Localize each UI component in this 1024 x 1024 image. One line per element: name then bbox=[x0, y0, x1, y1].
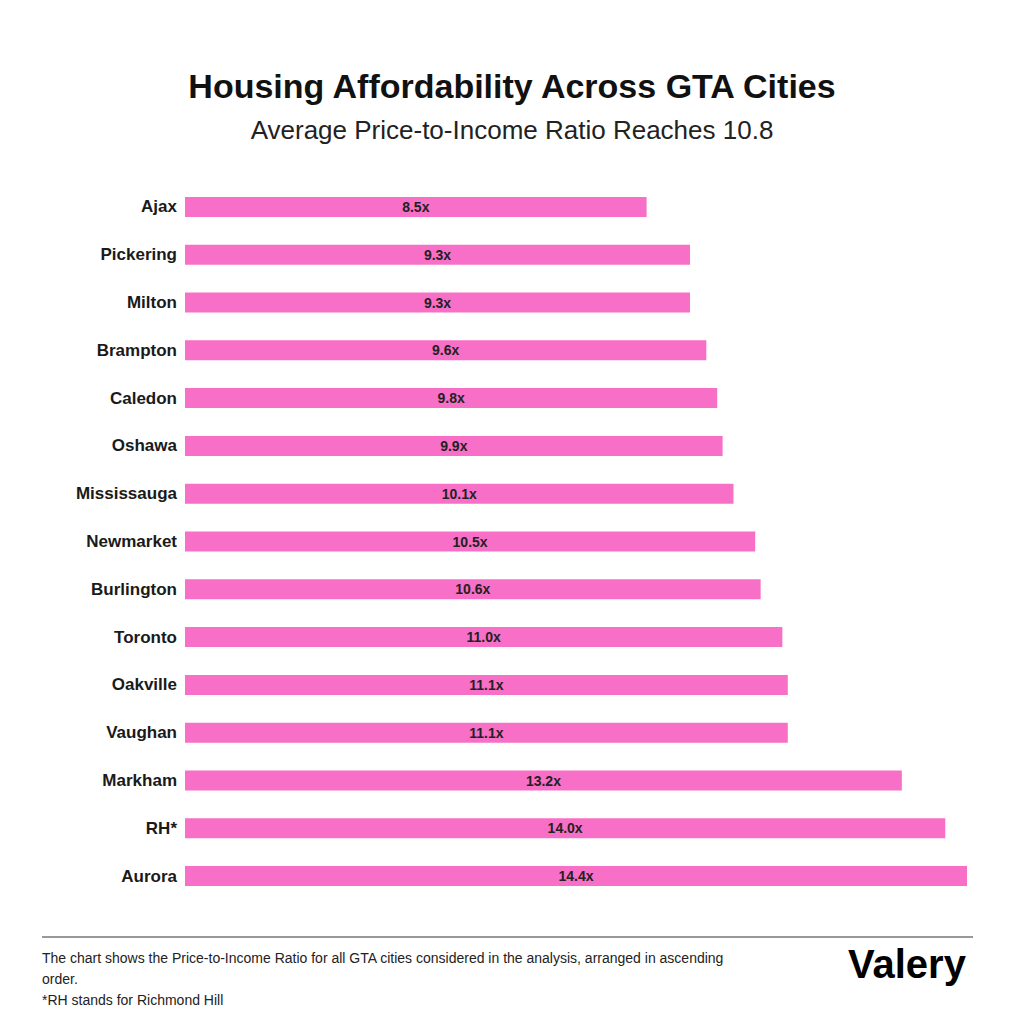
svg-text:9.8x: 9.8x bbox=[437, 390, 464, 406]
svg-text:order.: order. bbox=[42, 971, 78, 987]
svg-text:Milton: Milton bbox=[127, 293, 177, 312]
svg-text:*RH stands for Richmond Hill: *RH stands for Richmond Hill bbox=[42, 992, 223, 1008]
svg-text:Ajax: Ajax bbox=[141, 197, 177, 216]
svg-text:Mississauga: Mississauga bbox=[76, 484, 178, 503]
svg-text:Burlington: Burlington bbox=[91, 580, 177, 599]
svg-text:Aurora: Aurora bbox=[121, 867, 177, 886]
svg-text:9.3x: 9.3x bbox=[424, 295, 451, 311]
svg-text:Brampton: Brampton bbox=[97, 341, 177, 360]
svg-text:Vaughan: Vaughan bbox=[106, 723, 177, 742]
svg-text:11.1x: 11.1x bbox=[469, 677, 503, 693]
svg-text:11.1x: 11.1x bbox=[469, 725, 503, 741]
svg-text:Markham: Markham bbox=[102, 771, 177, 790]
svg-text:RH*: RH* bbox=[146, 819, 178, 838]
svg-text:Oakville: Oakville bbox=[112, 675, 177, 694]
svg-text:13.2x: 13.2x bbox=[526, 773, 561, 789]
svg-text:Average Price-to-Income Ratio: Average Price-to-Income Ratio Reaches 10… bbox=[251, 115, 774, 145]
svg-text:10.5x: 10.5x bbox=[453, 534, 488, 550]
svg-text:11.0x: 11.0x bbox=[467, 629, 501, 645]
svg-text:9.6x: 9.6x bbox=[432, 342, 459, 358]
svg-text:Newmarket: Newmarket bbox=[86, 532, 177, 551]
svg-text:14.0x: 14.0x bbox=[548, 820, 583, 836]
svg-text:10.6x: 10.6x bbox=[455, 581, 490, 597]
svg-text:14.4x: 14.4x bbox=[558, 868, 593, 884]
svg-text:10.1x: 10.1x bbox=[442, 486, 477, 502]
svg-text:Pickering: Pickering bbox=[100, 245, 177, 264]
svg-text:9.3x: 9.3x bbox=[424, 247, 451, 263]
svg-text:The chart shows the Price-to-I: The chart shows the Price-to-Income Rati… bbox=[42, 950, 727, 966]
svg-text:Housing Affordability Across G: Housing Affordability Across GTA Cities bbox=[188, 67, 835, 105]
svg-text:Valery: Valery bbox=[848, 942, 967, 986]
svg-text:8.5x: 8.5x bbox=[402, 199, 429, 215]
svg-text:Caledon: Caledon bbox=[110, 389, 177, 408]
svg-text:Toronto: Toronto bbox=[114, 628, 177, 647]
svg-text:9.9x: 9.9x bbox=[440, 438, 467, 454]
svg-text:Oshawa: Oshawa bbox=[112, 436, 178, 455]
